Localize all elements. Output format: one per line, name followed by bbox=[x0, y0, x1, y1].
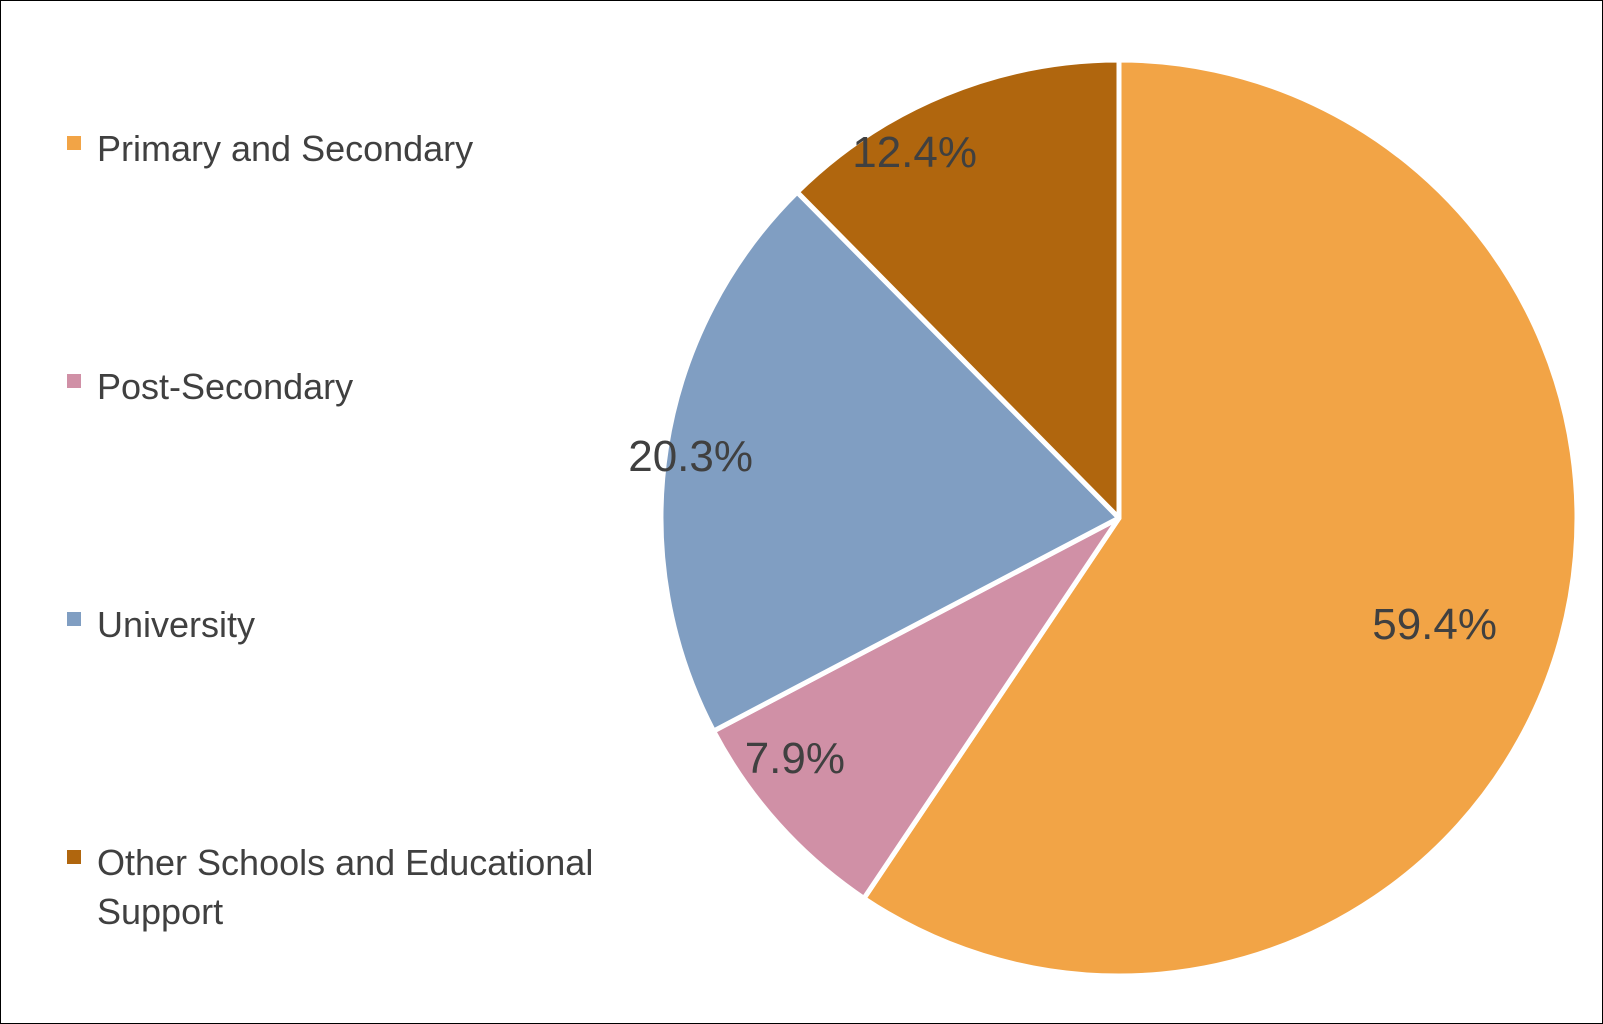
data-label-post-secondary: 7.9% bbox=[745, 734, 845, 783]
data-label-primary-and-secondary: 59.4% bbox=[1372, 600, 1497, 649]
legend-item-post-secondary: Post-Secondary bbox=[67, 362, 617, 411]
legend-swatch-primary-and-secondary bbox=[67, 136, 81, 150]
legend-swatch-university bbox=[67, 612, 81, 626]
data-label-university: 20.3% bbox=[628, 432, 753, 481]
legend-item-primary-and-secondary: Primary and Secondary bbox=[67, 124, 617, 173]
pie-slice-primary-and-secondary bbox=[861, 57, 1580, 979]
pie-slice-other-schools bbox=[794, 57, 1122, 521]
chart-legend: Primary and Secondary Post-Secondary Uni… bbox=[67, 1, 627, 1023]
pie-slice-university bbox=[658, 189, 1122, 734]
legend-swatch-post-secondary bbox=[67, 374, 81, 388]
data-label-other-schools: 12.4% bbox=[852, 128, 977, 177]
legend-label-university: University bbox=[97, 604, 256, 645]
legend-label-other-schools: Other Schools and Educational Support bbox=[97, 842, 594, 932]
legend-label-primary-and-secondary: Primary and Secondary bbox=[97, 128, 474, 169]
legend-label-post-secondary: Post-Secondary bbox=[97, 366, 354, 407]
pie-slice-post-secondary bbox=[711, 515, 1122, 901]
legend-item-other-schools: Other Schools and Educational Support bbox=[67, 838, 617, 936]
legend-item-university: University bbox=[67, 600, 617, 649]
legend-swatch-other-schools bbox=[67, 850, 81, 864]
